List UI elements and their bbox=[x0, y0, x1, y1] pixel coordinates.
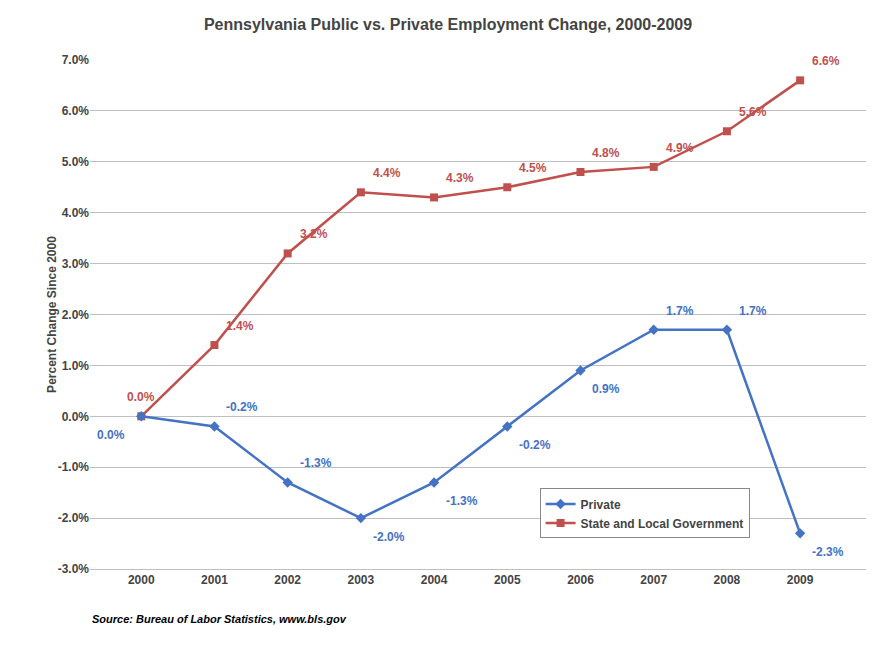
svg-text:-0.2%: -0.2% bbox=[519, 438, 551, 452]
svg-text:2006: 2006 bbox=[567, 573, 594, 587]
svg-text:1.7%: 1.7% bbox=[666, 304, 694, 318]
svg-text:Private: Private bbox=[581, 498, 621, 512]
svg-text:2003: 2003 bbox=[348, 573, 375, 587]
svg-text:4.3%: 4.3% bbox=[446, 171, 474, 185]
svg-text:2000: 2000 bbox=[128, 573, 155, 587]
svg-text:2001: 2001 bbox=[201, 573, 228, 587]
svg-text:1.0%: 1.0% bbox=[62, 359, 90, 373]
svg-text:Source: Bureau of Labor Statis: Source: Bureau of Labor Statistics, www.… bbox=[92, 613, 347, 625]
svg-text:4.4%: 4.4% bbox=[373, 166, 401, 180]
svg-text:4.8%: 4.8% bbox=[592, 146, 620, 160]
svg-text:-3.0%: -3.0% bbox=[58, 562, 90, 576]
svg-text:0.0%: 0.0% bbox=[127, 390, 155, 404]
svg-text:-1.3%: -1.3% bbox=[300, 456, 332, 470]
svg-text:2.0%: 2.0% bbox=[62, 308, 90, 322]
svg-text:7.0%: 7.0% bbox=[62, 53, 90, 67]
svg-text:-2.0%: -2.0% bbox=[58, 511, 90, 525]
svg-text:0.9%: 0.9% bbox=[592, 382, 620, 396]
svg-text:2005: 2005 bbox=[494, 573, 521, 587]
svg-text:4.5%: 4.5% bbox=[519, 161, 547, 175]
svg-text:-2.3%: -2.3% bbox=[812, 545, 844, 559]
svg-text:2008: 2008 bbox=[714, 573, 741, 587]
svg-text:6.0%: 6.0% bbox=[62, 104, 90, 118]
svg-text:3.0%: 3.0% bbox=[62, 257, 90, 271]
svg-text:2009: 2009 bbox=[787, 573, 814, 587]
svg-text:5.0%: 5.0% bbox=[62, 155, 90, 169]
svg-text:3.2%: 3.2% bbox=[300, 227, 328, 241]
svg-text:5.6%: 5.6% bbox=[739, 105, 767, 119]
svg-text:State and Local Government: State and Local Government bbox=[581, 517, 744, 531]
svg-text:Percent Change Since 2000: Percent Change Since 2000 bbox=[45, 236, 59, 393]
svg-text:-0.2%: -0.2% bbox=[226, 400, 258, 414]
svg-text:-1.0%: -1.0% bbox=[58, 460, 90, 474]
svg-text:6.6%: 6.6% bbox=[812, 54, 840, 68]
svg-text:4.9%: 4.9% bbox=[666, 141, 694, 155]
svg-text:Pennsylvania Public vs. Privat: Pennsylvania Public vs. Private Employme… bbox=[204, 16, 692, 33]
svg-text:1.4%: 1.4% bbox=[226, 319, 254, 333]
svg-text:0.0%: 0.0% bbox=[97, 428, 125, 442]
svg-text:2004: 2004 bbox=[421, 573, 448, 587]
svg-text:4.0%: 4.0% bbox=[62, 206, 90, 220]
svg-text:1.7%: 1.7% bbox=[739, 304, 767, 318]
svg-text:-2.0%: -2.0% bbox=[373, 530, 405, 544]
svg-text:-1.3%: -1.3% bbox=[446, 494, 478, 508]
svg-text:2002: 2002 bbox=[274, 573, 301, 587]
svg-text:2007: 2007 bbox=[640, 573, 667, 587]
svg-text:0.0%: 0.0% bbox=[62, 410, 90, 424]
